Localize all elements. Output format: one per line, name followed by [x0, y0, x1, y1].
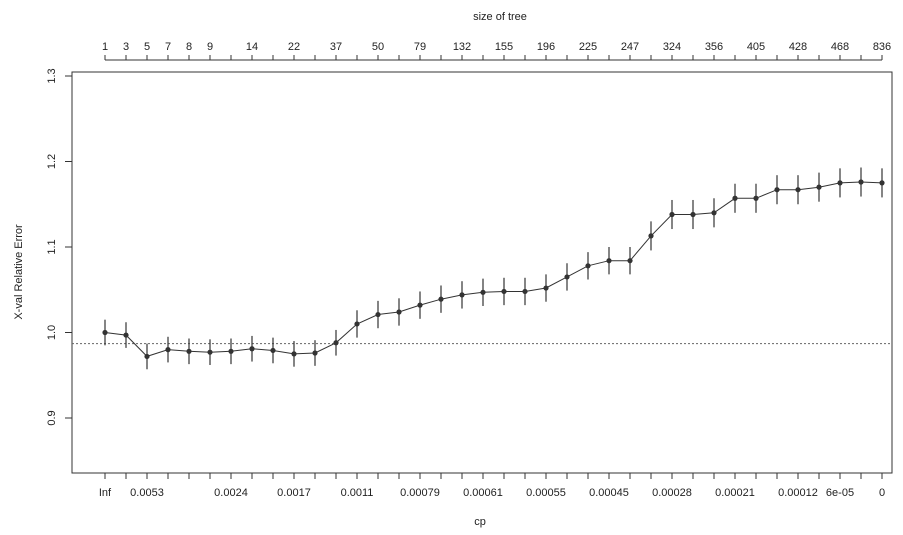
- data-point: [585, 263, 591, 269]
- data-point: [774, 187, 780, 193]
- top-tick-label: 356: [705, 41, 723, 53]
- data-point: [123, 332, 129, 338]
- data-point: [396, 309, 402, 315]
- top-tick-label: 405: [747, 41, 765, 53]
- bottom-tick-label: 0.00061: [463, 487, 503, 499]
- top-tick-label: 468: [831, 41, 849, 53]
- top-tick-label: 225: [579, 41, 597, 53]
- data-point: [837, 180, 843, 186]
- data-point: [858, 179, 864, 185]
- bottom-tick-label: 0.00012: [778, 487, 818, 499]
- y-tick-label: 1.0: [46, 325, 58, 340]
- top-axis-title: size of tree: [473, 11, 527, 23]
- data-point: [606, 258, 612, 264]
- data-point: [690, 211, 696, 218]
- series-line: [104, 181, 883, 357]
- top-tick-label: 9: [207, 41, 213, 53]
- data-point: [648, 233, 654, 239]
- data-point: [186, 348, 192, 354]
- data-point: [375, 311, 381, 318]
- data-point: [816, 184, 822, 190]
- y-tick-label: 0.9: [46, 410, 58, 425]
- chart-marks: 0.9 1.0 1.1 1.2 1.3 Inf 0.0053 0.0024 0.0017 0.00…: [46, 41, 892, 499]
- data-point: [795, 187, 801, 193]
- y-tick-label: 1.1: [46, 239, 58, 254]
- data-point: [522, 288, 528, 295]
- data-point: [543, 285, 549, 291]
- bottom-tick-label: Inf: [99, 487, 112, 499]
- data-point: [102, 329, 108, 336]
- bottom-tick-label: 0.0024: [214, 487, 248, 499]
- bottom-tick-label: 0.00045: [589, 487, 629, 499]
- top-tick-label: 7: [165, 41, 171, 53]
- bottom-tick-label: 0.00021: [715, 487, 755, 499]
- top-tick-label: 155: [495, 41, 513, 53]
- data-point: [144, 353, 150, 360]
- bottom-tick-label: 0.00055: [526, 487, 566, 499]
- data-point: [207, 349, 213, 355]
- data-point: [459, 292, 465, 298]
- bottom-tick-label: 0.0011: [341, 487, 374, 499]
- top-tick-label: 22: [288, 41, 300, 53]
- top-tick-label: 196: [537, 41, 555, 53]
- top-tick-label: 79: [414, 41, 426, 53]
- data-point: [627, 258, 633, 264]
- bottom-tick-label: 0.00079: [400, 487, 440, 499]
- data-point: [333, 340, 339, 346]
- data-point: [291, 351, 297, 357]
- top-tick-label: 836: [873, 41, 891, 53]
- x-axis-title: cp: [474, 516, 486, 528]
- y-tick-label: 1.3: [46, 68, 58, 83]
- data-point: [480, 289, 486, 295]
- top-tick-label: 247: [621, 41, 639, 53]
- top-tick-label: 8: [186, 41, 192, 53]
- top-tick-label: 14: [246, 41, 258, 53]
- data-point: [501, 288, 507, 295]
- top-tick-label: 324: [663, 41, 681, 53]
- y-axis-title: X-val Relative Error: [13, 224, 25, 320]
- top-tick-label: 5: [144, 41, 150, 53]
- top-tick-label: 132: [453, 41, 471, 53]
- data-point: [312, 350, 318, 356]
- data-point: [354, 321, 360, 327]
- data-point: [270, 347, 276, 354]
- bottom-tick-label: 0.0053: [130, 487, 164, 499]
- plot-frame: [71, 71, 893, 474]
- data-point: [732, 195, 738, 201]
- top-tick-label: 37: [330, 41, 342, 53]
- top-tick-label: 3: [123, 41, 129, 53]
- data-point: [711, 210, 717, 216]
- y-tick-label: 1.2: [46, 154, 58, 169]
- data-point: [669, 211, 675, 218]
- top-tick-label: 428: [789, 41, 807, 53]
- data-point: [249, 346, 255, 352]
- data-point: [879, 180, 885, 186]
- bottom-tick-label: 0: [879, 487, 885, 499]
- data-point: [564, 274, 570, 280]
- top-tick-label: 1: [102, 41, 108, 53]
- data-point: [228, 348, 234, 354]
- bottom-tick-label: 0.00028: [652, 487, 692, 499]
- data-point: [753, 195, 759, 201]
- data-point: [165, 347, 171, 353]
- bottom-tick-label: 0.0017: [277, 487, 311, 499]
- bottom-tick-label: 6e-05: [826, 487, 854, 499]
- data-point: [438, 296, 444, 302]
- top-tick-label: 50: [372, 41, 384, 53]
- data-point: [417, 302, 423, 308]
